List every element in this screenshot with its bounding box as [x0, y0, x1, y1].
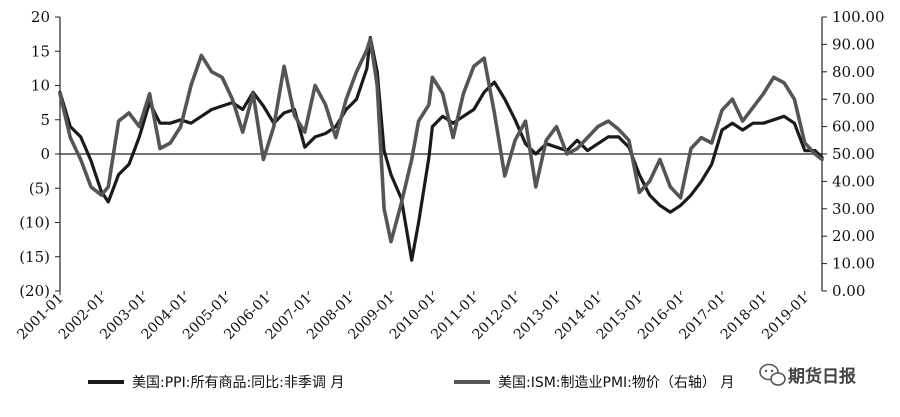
- tick-labels: 20 15 10 5 0 (5) (10) (15) (20) 100.00 90.00 80.00 7…: [14, 8, 884, 343]
- right-tick-label: 0.00: [832, 282, 865, 300]
- right-tick-label: 30.00: [832, 200, 875, 218]
- right-tick-label: 10.00: [832, 255, 875, 273]
- left-tick-label: (20): [19, 282, 50, 300]
- left-tick-label: 15: [31, 42, 50, 60]
- x-tick-label: 2019-01: [759, 291, 811, 343]
- left-tick-label: (5): [29, 179, 50, 197]
- left-tick-label: 5: [40, 111, 50, 129]
- wechat-icon: [759, 363, 786, 386]
- left-tick-label: (10): [19, 214, 50, 232]
- right-tick-label: 40.00: [832, 172, 875, 190]
- left-tick-label: 0: [40, 145, 50, 163]
- series-line-2: [58, 37, 824, 244]
- axes: [55, 16, 827, 295]
- right-tick-label: 60.00: [832, 118, 875, 136]
- legend-label-1: 美国:PPI:所有商品:同比:非季调 月: [132, 375, 344, 391]
- right-tick-label: 70.00: [832, 90, 875, 108]
- right-tick-label: 20.00: [832, 227, 875, 245]
- right-tick-label: 50.00: [832, 145, 875, 163]
- right-tick-label: 100.00: [832, 8, 885, 26]
- left-tick-label: 10: [31, 77, 50, 95]
- left-tick-label: 20: [31, 8, 50, 26]
- series-group: [58, 35, 824, 262]
- right-tick-label: 90.00: [832, 35, 875, 53]
- series-line-1: [58, 35, 824, 262]
- left-tick-label: (15): [19, 248, 50, 266]
- watermark: 期货日报: [759, 363, 856, 387]
- watermark-label: 期货日报: [788, 366, 856, 387]
- right-tick-label: 80.00: [832, 63, 875, 81]
- legend: 美国:PPI:所有商品:同比:非季调 月 美国:ISM:制造业PMI:物价（右轴）…: [88, 375, 734, 391]
- legend-label-2: 美国:ISM:制造业PMI:物价（右轴） 月: [498, 375, 734, 391]
